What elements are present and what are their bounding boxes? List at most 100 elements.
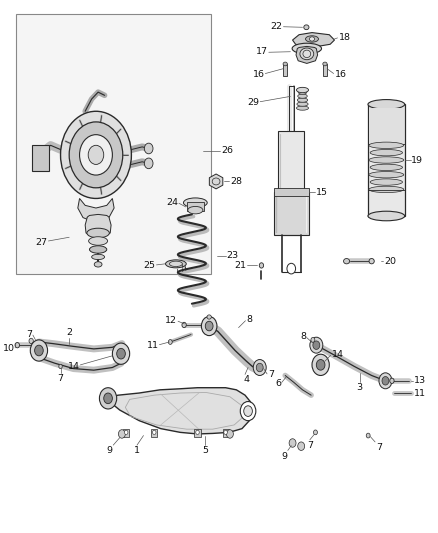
Ellipse shape <box>298 90 307 94</box>
Ellipse shape <box>170 261 182 266</box>
Ellipse shape <box>297 106 308 110</box>
Circle shape <box>60 111 131 198</box>
Circle shape <box>80 135 113 175</box>
Ellipse shape <box>314 430 318 435</box>
Text: 11: 11 <box>413 389 426 398</box>
Ellipse shape <box>297 98 307 102</box>
Text: 7: 7 <box>268 370 274 379</box>
Bar <box>194 429 201 437</box>
Circle shape <box>69 122 123 188</box>
Ellipse shape <box>124 430 128 434</box>
Ellipse shape <box>168 340 172 344</box>
Bar <box>278 131 304 192</box>
Bar <box>187 202 204 211</box>
Ellipse shape <box>300 48 314 60</box>
Ellipse shape <box>304 25 309 30</box>
Circle shape <box>205 321 213 331</box>
Text: 25: 25 <box>144 261 155 270</box>
Polygon shape <box>85 214 111 238</box>
Circle shape <box>244 406 252 416</box>
Circle shape <box>253 360 266 375</box>
Circle shape <box>310 337 323 353</box>
Ellipse shape <box>297 102 308 106</box>
Text: 7: 7 <box>26 330 32 339</box>
Bar <box>274 188 308 196</box>
Ellipse shape <box>368 100 405 109</box>
Circle shape <box>145 143 153 154</box>
Bar <box>123 429 129 437</box>
Text: 9: 9 <box>106 446 113 455</box>
Ellipse shape <box>323 62 327 66</box>
Ellipse shape <box>306 36 318 42</box>
Circle shape <box>240 401 256 421</box>
Ellipse shape <box>369 157 404 163</box>
Text: 28: 28 <box>230 177 242 186</box>
Circle shape <box>30 340 48 361</box>
Text: 16: 16 <box>252 70 265 78</box>
Circle shape <box>312 354 329 375</box>
Text: 16: 16 <box>335 70 346 78</box>
Bar <box>32 146 49 171</box>
Circle shape <box>118 430 125 438</box>
Text: 23: 23 <box>226 252 239 260</box>
Bar <box>151 429 157 437</box>
Text: 7: 7 <box>376 443 382 452</box>
Bar <box>223 429 229 437</box>
Text: 27: 27 <box>35 238 48 247</box>
Bar <box>369 108 404 144</box>
Text: 18: 18 <box>339 34 351 43</box>
Circle shape <box>145 158 153 168</box>
Text: 7: 7 <box>57 374 64 383</box>
Ellipse shape <box>370 164 403 171</box>
Bar <box>368 104 405 216</box>
Ellipse shape <box>369 142 404 149</box>
Ellipse shape <box>89 246 107 253</box>
Ellipse shape <box>298 94 307 98</box>
Ellipse shape <box>370 149 403 156</box>
Ellipse shape <box>184 198 207 207</box>
Circle shape <box>117 349 125 359</box>
Text: 9: 9 <box>281 451 287 461</box>
Text: 19: 19 <box>411 156 424 165</box>
Ellipse shape <box>369 259 374 264</box>
Ellipse shape <box>369 172 404 178</box>
Text: 15: 15 <box>316 188 328 197</box>
Bar <box>323 64 327 76</box>
Ellipse shape <box>390 378 394 383</box>
Circle shape <box>113 343 130 365</box>
Circle shape <box>298 442 305 450</box>
Text: 13: 13 <box>413 376 426 385</box>
Text: 2: 2 <box>66 328 72 337</box>
Circle shape <box>287 263 296 274</box>
Polygon shape <box>293 33 335 46</box>
Polygon shape <box>209 174 223 189</box>
Circle shape <box>379 373 392 389</box>
Ellipse shape <box>152 430 156 434</box>
Text: 8: 8 <box>300 332 306 341</box>
Circle shape <box>35 345 43 356</box>
Ellipse shape <box>92 254 105 260</box>
Circle shape <box>313 341 320 350</box>
Ellipse shape <box>292 43 321 54</box>
Text: 12: 12 <box>165 316 177 325</box>
Ellipse shape <box>370 179 403 185</box>
Bar <box>16 14 211 274</box>
Text: 21: 21 <box>234 261 246 270</box>
Text: 7: 7 <box>307 441 313 450</box>
Text: 6: 6 <box>275 379 281 388</box>
Text: 3: 3 <box>357 383 363 392</box>
Text: 5: 5 <box>202 446 208 455</box>
Ellipse shape <box>297 87 308 93</box>
Circle shape <box>256 364 263 372</box>
Ellipse shape <box>343 259 350 264</box>
Circle shape <box>88 146 104 165</box>
Text: 29: 29 <box>247 98 259 107</box>
Circle shape <box>104 393 113 403</box>
Text: 20: 20 <box>385 257 396 265</box>
Ellipse shape <box>259 263 264 268</box>
Text: 4: 4 <box>244 375 250 384</box>
Ellipse shape <box>303 50 311 58</box>
Ellipse shape <box>368 211 405 221</box>
Bar <box>274 192 308 235</box>
Circle shape <box>289 439 296 447</box>
